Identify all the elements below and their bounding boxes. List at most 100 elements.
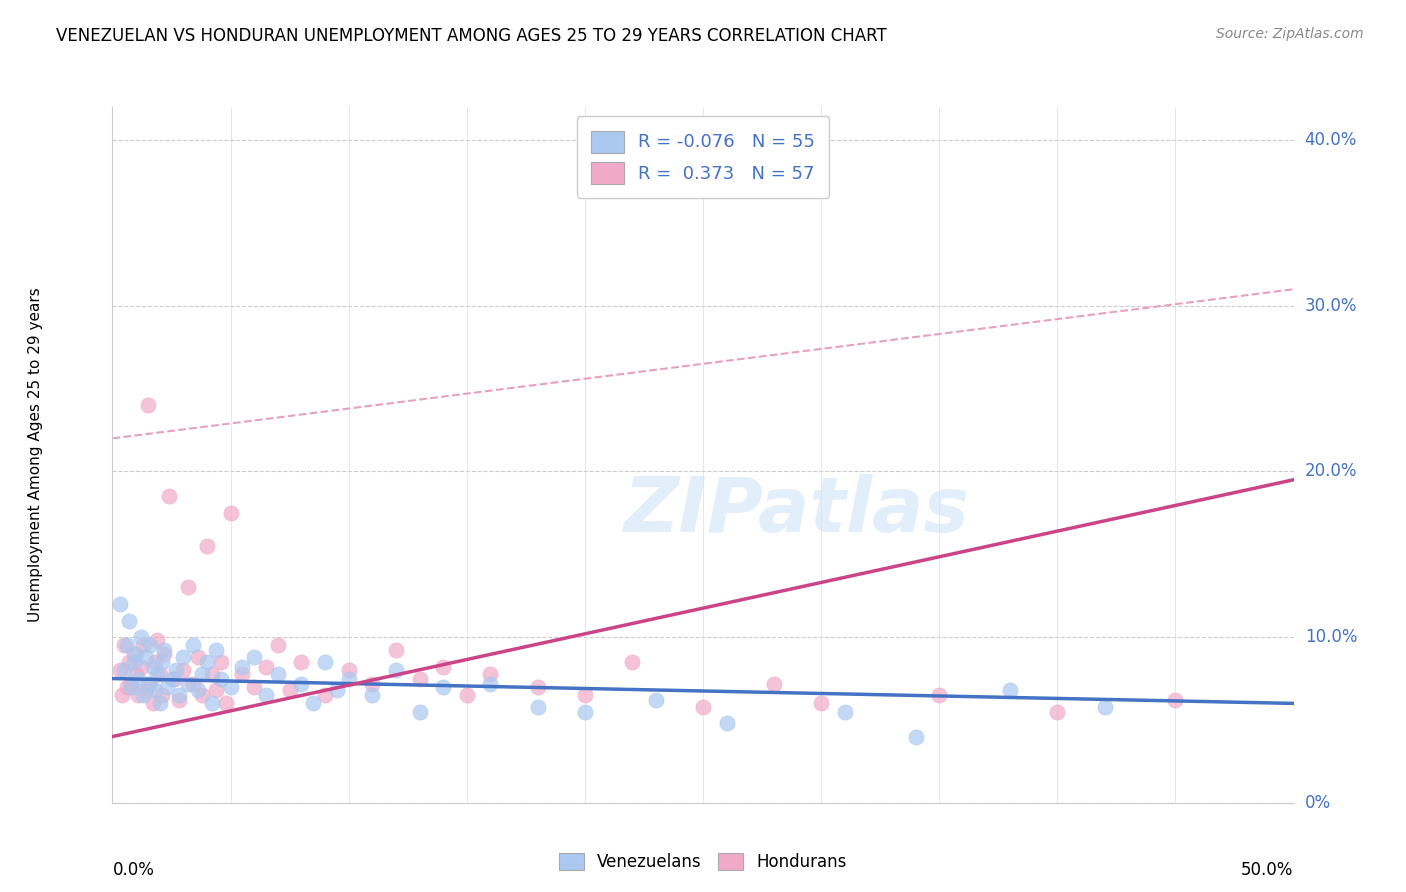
Point (290, 676, 312, 690)
Point (115, 680, 138, 694)
Point (361, 688, 384, 702)
Point (219, 680, 242, 694)
Point (243, 680, 266, 694)
Point (127, 672, 149, 686)
Point (132, 639, 155, 653)
Point (108, 597, 131, 611)
Point (129, 630, 152, 644)
Point (139, 639, 162, 653)
Point (142, 697, 165, 711)
Point (167, 693, 190, 707)
Point (209, 655, 232, 669)
Point (209, 672, 232, 686)
Point (191, 688, 214, 702)
Point (143, 655, 166, 669)
Point (139, 676, 162, 690)
Point (108, 663, 131, 677)
Point (904, 730, 927, 744)
Text: 10.0%: 10.0% (1305, 628, 1357, 646)
Text: VENEZUELAN VS HONDURAN UNEMPLOYMENT AMONG AGES 25 TO 29 YEARS CORRELATION CHART: VENEZUELAN VS HONDURAN UNEMPLOYMENT AMON… (56, 27, 887, 45)
Point (526, 699, 548, 714)
Legend: R = -0.076   N = 55, R =  0.373   N = 57: R = -0.076 N = 55, R = 0.373 N = 57 (576, 116, 830, 198)
Point (115, 639, 138, 653)
Point (361, 676, 384, 690)
Point (205, 683, 228, 698)
Point (163, 672, 186, 686)
Point (111, 688, 134, 702)
Point (135, 650, 157, 665)
Point (122, 647, 145, 661)
Point (146, 666, 169, 681)
Point (153, 643, 176, 657)
Point (172, 650, 194, 665)
Point (125, 647, 148, 661)
Point (146, 633, 169, 648)
Point (692, 699, 714, 714)
Point (129, 660, 152, 674)
Point (716, 716, 738, 731)
Legend: Venezuelans, Hondurans: Venezuelans, Hondurans (551, 845, 855, 880)
Text: ZIPatlas: ZIPatlas (624, 474, 970, 548)
Point (408, 672, 430, 686)
Point (254, 660, 277, 674)
Point (150, 688, 173, 702)
Point (136, 676, 159, 690)
Text: 0%: 0% (1305, 794, 1330, 812)
Point (143, 683, 166, 698)
Text: Source: ZipAtlas.com: Source: ZipAtlas.com (1216, 27, 1364, 41)
Point (314, 655, 336, 669)
Point (149, 666, 172, 681)
Point (181, 639, 204, 653)
Point (142, 660, 165, 674)
Point (177, 676, 200, 690)
Point (456, 688, 478, 702)
Point (337, 672, 360, 686)
Point (526, 680, 548, 694)
Point (215, 697, 238, 711)
Point (385, 663, 408, 677)
Point (125, 666, 148, 681)
Point (621, 655, 644, 669)
Point (574, 688, 596, 702)
Point (326, 683, 349, 698)
Point (1046, 705, 1069, 719)
Point (201, 666, 224, 681)
Point (928, 688, 950, 702)
Point (432, 680, 454, 694)
Point (191, 666, 214, 681)
Point (762, 676, 785, 690)
Point (479, 676, 502, 690)
Text: 20.0%: 20.0% (1305, 462, 1357, 481)
Point (112, 663, 135, 677)
Point (112, 639, 135, 653)
Point (644, 693, 666, 707)
Point (132, 688, 155, 702)
Point (1094, 699, 1116, 714)
Point (231, 660, 253, 674)
Point (314, 688, 336, 702)
Point (195, 655, 218, 669)
Point (118, 614, 141, 628)
Point (160, 672, 183, 686)
Text: 30.0%: 30.0% (1305, 297, 1357, 315)
Point (205, 643, 228, 657)
Text: 0.0%: 0.0% (112, 861, 155, 879)
Point (118, 655, 141, 669)
Point (136, 398, 159, 412)
Point (432, 660, 454, 674)
Point (834, 705, 856, 719)
Point (302, 697, 325, 711)
Point (231, 666, 253, 681)
Point (127, 688, 149, 702)
Point (120, 676, 142, 690)
Point (408, 705, 430, 719)
Point (574, 705, 596, 719)
Point (150, 655, 173, 669)
Point (810, 697, 832, 711)
Point (153, 647, 176, 661)
Point (290, 655, 312, 669)
Point (243, 650, 266, 665)
Point (165, 663, 187, 677)
Point (177, 581, 200, 595)
Point (267, 639, 290, 653)
